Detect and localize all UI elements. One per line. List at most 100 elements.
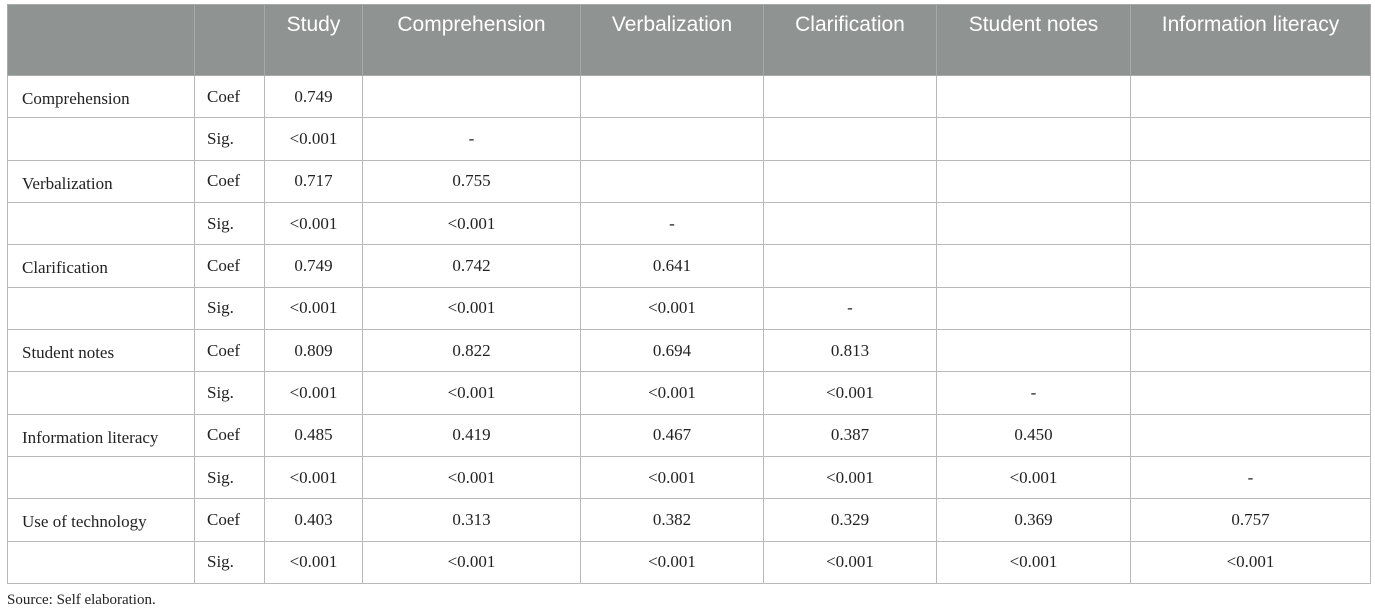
table-cell: 0.329	[763, 498, 937, 542]
table-cell: 0.717	[264, 159, 363, 203]
table-cell	[580, 159, 764, 203]
table-cell: <0.001	[362, 371, 581, 415]
table-cell: 0.467	[580, 413, 764, 457]
table-cell: <0.001	[264, 201, 363, 246]
table-cell: <0.001	[580, 371, 764, 415]
table-cell: 0.749	[264, 244, 363, 288]
table-cell: <0.001	[362, 201, 581, 246]
row-variable	[7, 540, 195, 585]
table-cell: 0.641	[580, 244, 764, 288]
table-cell: <0.001	[264, 455, 363, 500]
row-stat: Sig.	[194, 201, 265, 246]
row-stat: Sig.	[194, 117, 265, 161]
table-cell: <0.001	[264, 117, 363, 161]
header-cell	[194, 4, 265, 76]
header-cell: Study	[264, 4, 363, 76]
row-stat: Sig.	[194, 455, 265, 500]
row-variable: Information literacy	[7, 413, 195, 457]
table-cell	[936, 286, 1131, 330]
table-cell: -	[580, 201, 764, 246]
table-cell: <0.001	[763, 371, 937, 415]
table-cell: 0.419	[362, 413, 581, 457]
row-stat: Coef	[194, 498, 265, 542]
table-cell: <0.001	[264, 540, 363, 585]
table-cell: <0.001	[580, 455, 764, 500]
table-row: Sig. <0.001 <0.001 <0.001 -	[7, 286, 1371, 330]
table-cell	[763, 74, 937, 119]
table-cell: -	[936, 371, 1131, 415]
table-row: Sig. <0.001 <0.001 -	[7, 201, 1371, 246]
table-cell	[936, 244, 1131, 288]
table-cell: <0.001	[362, 455, 581, 500]
table-cell: <0.001	[763, 540, 937, 585]
table-row: Sig. <0.001 <0.001 <0.001 <0.001 <0.001 …	[7, 455, 1371, 500]
table-cell: 0.742	[362, 244, 581, 288]
table-cell	[1130, 244, 1371, 288]
table-cell: 0.809	[264, 328, 363, 373]
table-row: Sig. <0.001 <0.001 <0.001 <0.001 <0.001 …	[7, 540, 1371, 585]
table-row: Sig. <0.001 -	[7, 117, 1371, 161]
table-cell: <0.001	[264, 371, 363, 415]
table-row: Student notes Coef 0.809 0.822 0.694 0.8…	[7, 328, 1371, 373]
table-cell	[1130, 117, 1371, 161]
table-cell	[936, 328, 1131, 373]
row-variable: Use of technology	[7, 498, 195, 542]
row-variable	[7, 117, 195, 161]
table-row: Comprehension Coef 0.749	[7, 74, 1371, 119]
header-cell: Comprehension	[362, 4, 581, 76]
row-stat: Coef	[194, 159, 265, 203]
table-cell: -	[362, 117, 581, 161]
table-cell: 0.369	[936, 498, 1131, 542]
source-note: Source: Self elaboration.	[7, 592, 156, 608]
table-cell: <0.001	[264, 286, 363, 330]
row-stat: Sig.	[194, 540, 265, 585]
table-cell	[1130, 159, 1371, 203]
table-cell	[936, 117, 1131, 161]
table-cell: <0.001	[362, 540, 581, 585]
header-cell: Information literacy	[1130, 4, 1371, 76]
table-cell	[1130, 413, 1371, 457]
row-variable: Clarification	[7, 244, 195, 288]
header-cell: Verbalization	[580, 4, 764, 76]
header-row: Study Comprehension Verbalization Clarif…	[7, 4, 1371, 76]
table-cell: 0.382	[580, 498, 764, 542]
table-cell	[1130, 371, 1371, 415]
table-cell	[763, 244, 937, 288]
table-cell: 0.755	[362, 159, 581, 203]
table-cell: <0.001	[580, 540, 764, 585]
table-cell: <0.001	[763, 455, 937, 500]
table-cell	[763, 117, 937, 161]
table-cell: <0.001	[1130, 540, 1371, 585]
table-cell	[1130, 201, 1371, 246]
table-cell: -	[1130, 455, 1371, 500]
table-cell	[936, 74, 1131, 119]
table-cell: 0.313	[362, 498, 581, 542]
table-cell: <0.001	[580, 286, 764, 330]
table-cell	[580, 117, 764, 161]
table-cell	[362, 74, 581, 119]
row-stat: Coef	[194, 413, 265, 457]
table-cell: <0.001	[936, 540, 1131, 585]
table-cell	[580, 74, 764, 119]
table-cell: 0.813	[763, 328, 937, 373]
table-cell: 0.387	[763, 413, 937, 457]
table-cell: 0.694	[580, 328, 764, 373]
table-cell: 0.822	[362, 328, 581, 373]
row-variable: Verbalization	[7, 159, 195, 203]
table-cell: 0.403	[264, 498, 363, 542]
table-row: Sig. <0.001 <0.001 <0.001 <0.001 -	[7, 371, 1371, 415]
row-variable	[7, 371, 195, 415]
row-stat: Coef	[194, 74, 265, 119]
header-cell: Clarification	[763, 4, 937, 76]
row-variable	[7, 455, 195, 500]
table-cell	[763, 201, 937, 246]
header-cell: Student notes	[936, 4, 1131, 76]
row-stat: Sig.	[194, 371, 265, 415]
row-stat: Sig.	[194, 286, 265, 330]
table-cell: 0.757	[1130, 498, 1371, 542]
header-cell	[7, 4, 195, 76]
table-cell	[1130, 74, 1371, 119]
table-cell	[936, 159, 1131, 203]
row-stat: Coef	[194, 328, 265, 373]
row-variable	[7, 201, 195, 246]
